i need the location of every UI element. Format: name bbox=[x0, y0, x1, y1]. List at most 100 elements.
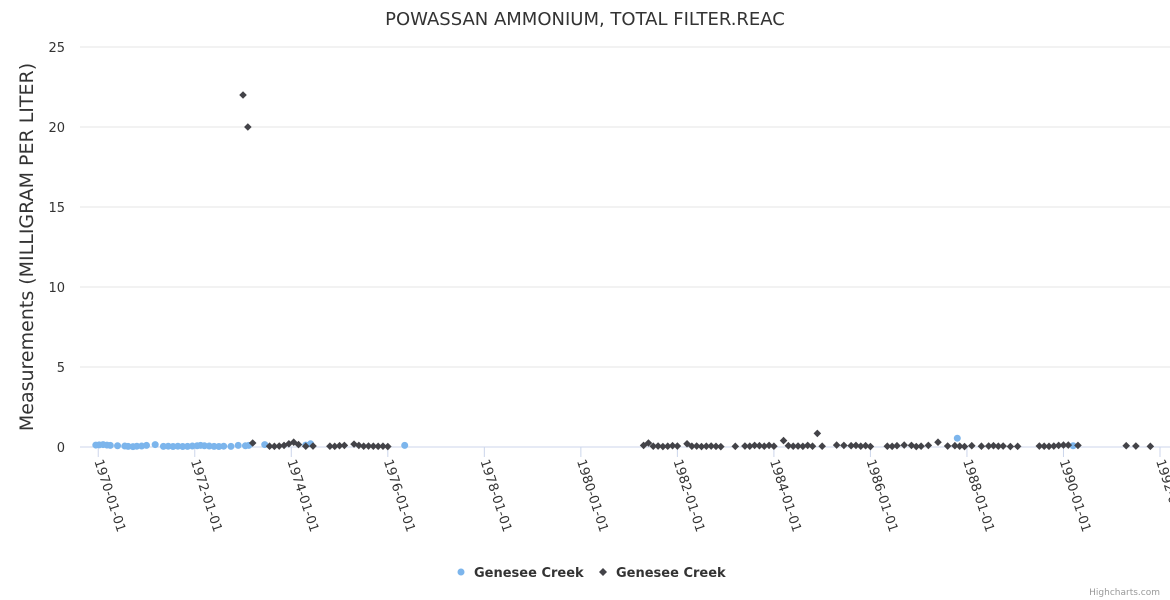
data-point[interactable] bbox=[151, 441, 159, 449]
data-point[interactable] bbox=[934, 438, 942, 446]
data-point[interactable] bbox=[924, 441, 933, 450]
data-point[interactable] bbox=[779, 436, 788, 445]
data-point[interactable] bbox=[280, 441, 288, 450]
data-point[interactable] bbox=[755, 441, 764, 450]
data-point[interactable] bbox=[794, 442, 802, 450]
data-point[interactable] bbox=[984, 442, 993, 450]
data-point[interactable] bbox=[784, 441, 793, 450]
data-point[interactable] bbox=[1059, 441, 1068, 449]
data-point[interactable] bbox=[289, 438, 298, 446]
data-point[interactable] bbox=[379, 442, 387, 450]
data-point[interactable] bbox=[326, 442, 334, 450]
data-point[interactable] bbox=[384, 442, 392, 451]
legend[interactable]: Genesee Creek Genesee Creek bbox=[457, 566, 727, 581]
data-point[interactable] bbox=[888, 442, 896, 451]
data-point[interactable] bbox=[350, 440, 358, 448]
data-point[interactable] bbox=[745, 442, 754, 450]
data-point[interactable] bbox=[832, 441, 841, 449]
data-point[interactable] bbox=[760, 442, 769, 450]
data-point[interactable] bbox=[220, 442, 228, 450]
legend-item-series-2[interactable]: Genesee Creek bbox=[599, 566, 726, 581]
data-point[interactable] bbox=[369, 442, 378, 450]
data-point[interactable] bbox=[335, 441, 344, 450]
data-point[interactable] bbox=[1040, 442, 1048, 450]
data-point[interactable] bbox=[697, 442, 706, 451]
data-point[interactable] bbox=[265, 442, 274, 450]
data-point[interactable] bbox=[340, 441, 349, 450]
data-point[interactable] bbox=[741, 442, 749, 450]
data-point[interactable] bbox=[294, 440, 303, 449]
data-point[interactable] bbox=[731, 442, 740, 451]
data-point[interactable] bbox=[917, 442, 925, 450]
data-point[interactable] bbox=[106, 441, 114, 449]
data-point[interactable] bbox=[912, 442, 921, 451]
data-point[interactable] bbox=[248, 439, 257, 447]
data-point[interactable] bbox=[1069, 442, 1077, 450]
data-point[interactable] bbox=[1146, 442, 1155, 451]
data-point[interactable] bbox=[301, 442, 310, 450]
data-point[interactable] bbox=[227, 442, 235, 450]
data-point[interactable] bbox=[330, 442, 339, 451]
data-point[interactable] bbox=[673, 442, 682, 450]
data-point[interactable] bbox=[1050, 442, 1058, 450]
data-point[interactable] bbox=[770, 442, 778, 450]
data-point[interactable] bbox=[654, 442, 662, 450]
data-point[interactable] bbox=[1132, 442, 1140, 450]
data-point[interactable] bbox=[813, 429, 822, 438]
data-point[interactable] bbox=[275, 442, 284, 450]
data-point[interactable] bbox=[359, 442, 368, 450]
data-point[interactable] bbox=[803, 441, 812, 450]
data-point[interactable] bbox=[143, 441, 151, 449]
data-point[interactable] bbox=[960, 442, 969, 451]
data-point[interactable] bbox=[1064, 441, 1073, 449]
data-point[interactable] bbox=[989, 441, 998, 450]
data-point[interactable] bbox=[955, 442, 964, 450]
data-point[interactable] bbox=[866, 442, 875, 451]
data-point[interactable] bbox=[649, 442, 658, 450]
data-point[interactable] bbox=[856, 442, 865, 450]
legend-item-series-1[interactable]: Genesee Creek bbox=[457, 566, 585, 581]
data-point[interactable] bbox=[663, 442, 672, 450]
data-point[interactable] bbox=[953, 434, 961, 442]
credits-link[interactable]: Highcharts.com bbox=[1089, 588, 1160, 598]
data-point[interactable] bbox=[861, 441, 870, 450]
data-point[interactable] bbox=[239, 91, 247, 99]
data-point[interactable] bbox=[644, 439, 653, 447]
data-point[interactable] bbox=[659, 442, 667, 451]
data-point[interactable] bbox=[707, 442, 715, 450]
data-point[interactable] bbox=[1013, 442, 1022, 451]
data-point[interactable] bbox=[999, 442, 1007, 450]
data-point[interactable] bbox=[789, 442, 798, 450]
data-point[interactable] bbox=[977, 442, 986, 450]
data-point[interactable] bbox=[967, 441, 976, 450]
data-point[interactable] bbox=[799, 442, 807, 451]
data-point[interactable] bbox=[852, 441, 860, 450]
data-point[interactable] bbox=[994, 442, 1003, 450]
data-point[interactable] bbox=[951, 441, 959, 450]
data-point[interactable] bbox=[1006, 442, 1015, 451]
data-point[interactable] bbox=[1054, 441, 1063, 450]
data-point[interactable] bbox=[401, 441, 409, 449]
data-point[interactable] bbox=[374, 442, 382, 451]
data-point[interactable] bbox=[900, 441, 909, 449]
data-point[interactable] bbox=[688, 442, 696, 450]
data-point[interactable] bbox=[717, 442, 725, 451]
data-point[interactable] bbox=[1035, 442, 1044, 450]
data-point[interactable] bbox=[765, 441, 773, 450]
data-point[interactable] bbox=[1074, 441, 1082, 450]
data-point[interactable] bbox=[1045, 442, 1053, 451]
data-point[interactable] bbox=[818, 442, 826, 450]
data-point[interactable] bbox=[234, 441, 242, 449]
data-point[interactable] bbox=[1122, 441, 1131, 450]
data-point[interactable] bbox=[270, 442, 279, 451]
data-point[interactable] bbox=[309, 442, 317, 450]
data-point[interactable] bbox=[114, 442, 122, 450]
data-point[interactable] bbox=[883, 442, 892, 450]
data-point[interactable] bbox=[750, 441, 759, 450]
data-point[interactable] bbox=[840, 441, 848, 450]
data-point[interactable] bbox=[668, 441, 677, 450]
data-point[interactable] bbox=[712, 442, 720, 451]
data-point[interactable] bbox=[244, 123, 252, 131]
data-point[interactable] bbox=[808, 442, 817, 450]
data-point[interactable] bbox=[847, 441, 855, 450]
